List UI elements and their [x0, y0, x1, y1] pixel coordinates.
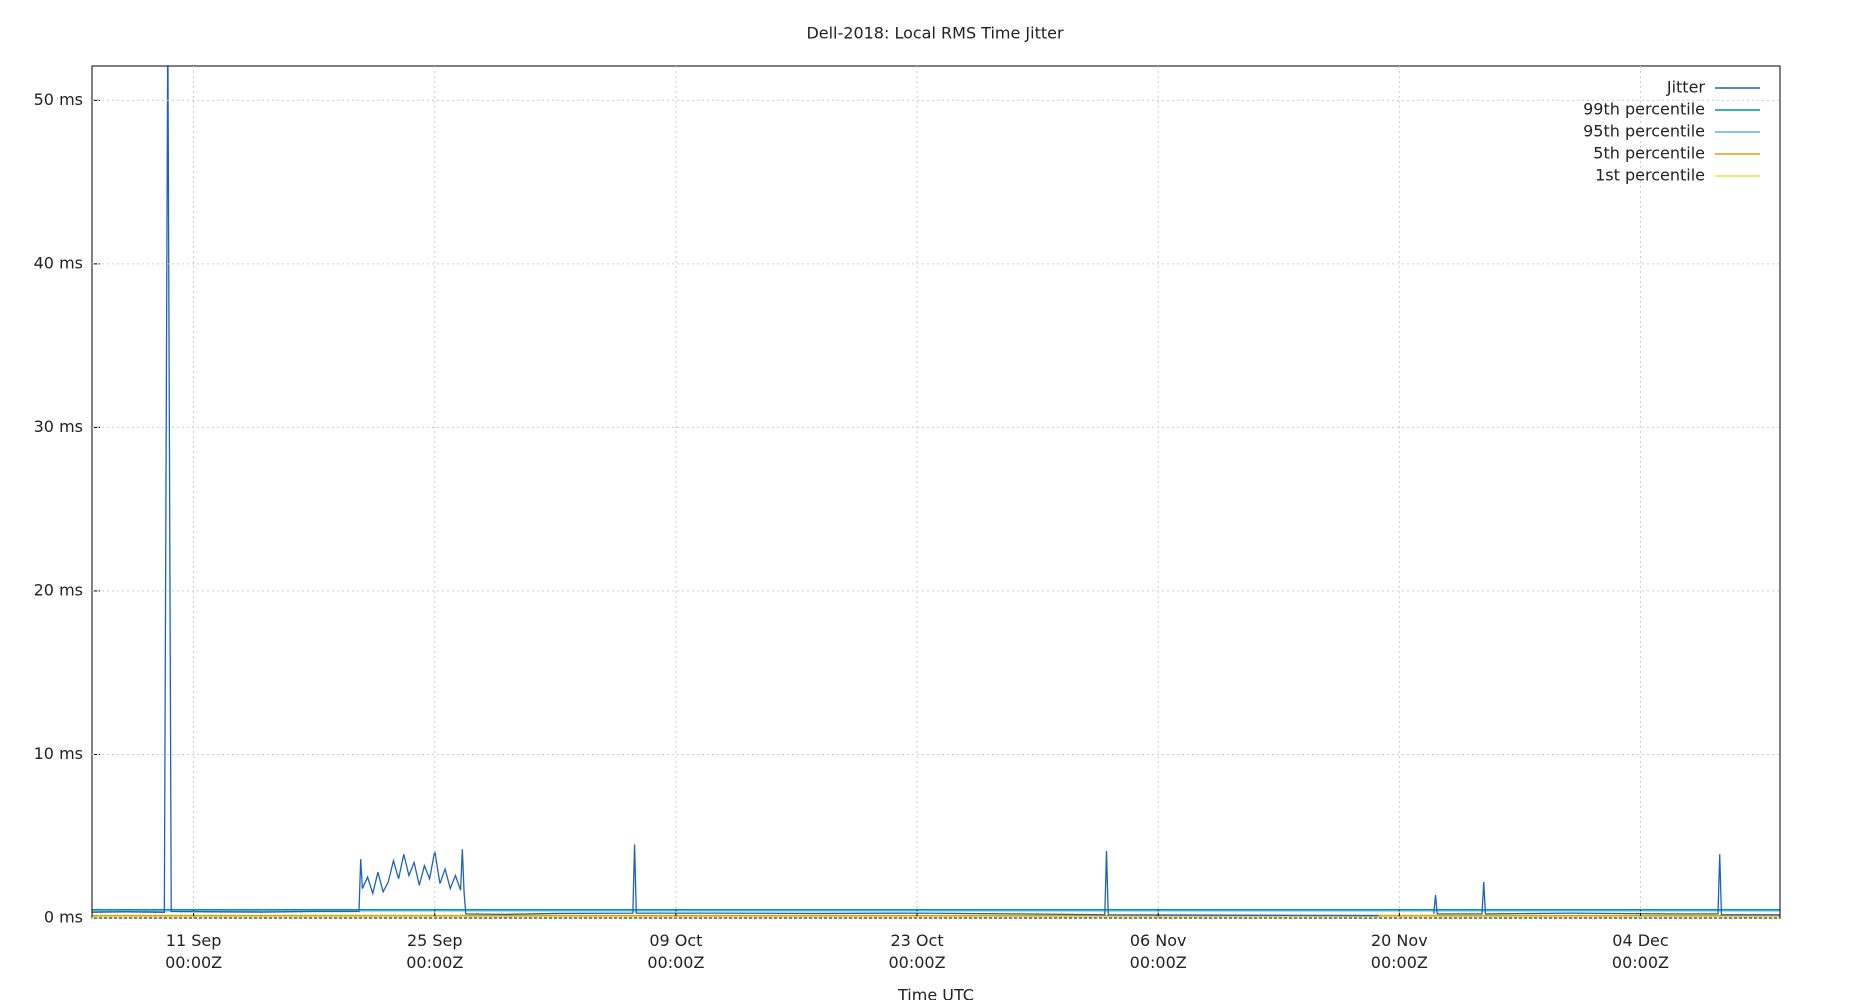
plot-area: [92, 66, 1780, 918]
x-tick-label: 11 Sep 00:00Z: [165, 931, 223, 972]
plot-frame: [91, 65, 1781, 919]
x-tick-label: 20 Nov 00:00Z: [1370, 931, 1428, 972]
chart-title: Dell-2018: Local RMS Time Jitter: [806, 24, 1064, 43]
x-tick-label: 04 Dec 00:00Z: [1611, 931, 1669, 972]
legend-label: 95th percentile: [1583, 122, 1705, 141]
y-tick-label: 0 ms: [44, 908, 83, 927]
y-tick-label: 50 ms: [34, 90, 83, 109]
x-tick-label: 23 Oct 00:00Z: [888, 931, 946, 972]
legend-label: 99th percentile: [1583, 100, 1705, 119]
y-tick-label: 10 ms: [34, 744, 83, 763]
x-axis-label: Time UTC: [897, 986, 974, 1000]
x-tick-label: 09 Oct 00:00Z: [647, 931, 705, 972]
legend-label: 5th percentile: [1593, 144, 1705, 163]
series-line: [92, 66, 1780, 917]
legend-label: 1st percentile: [1595, 166, 1705, 185]
legend-label: Jitter: [1666, 78, 1706, 97]
y-tick-label: 30 ms: [34, 417, 83, 436]
x-tick-label: 25 Sep 00:00Z: [406, 931, 464, 972]
x-tick-label: 06 Nov 00:00Z: [1129, 931, 1187, 972]
y-tick-label: 20 ms: [34, 580, 83, 599]
y-tick-label: 40 ms: [34, 253, 83, 272]
